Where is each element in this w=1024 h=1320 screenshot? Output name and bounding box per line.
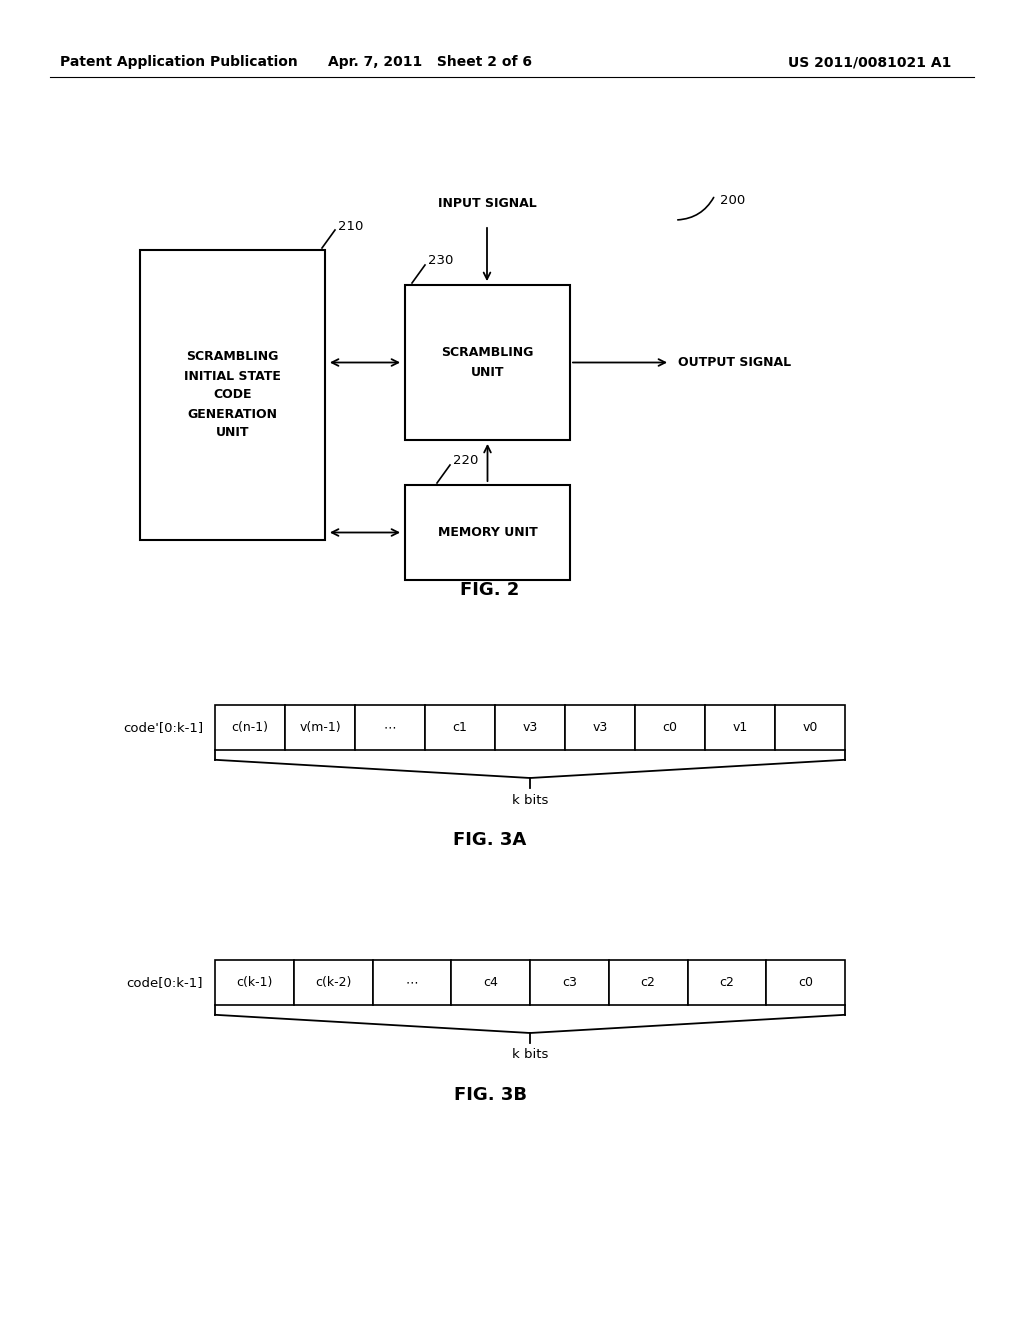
Text: code'[0:k-1]: code'[0:k-1] <box>123 721 203 734</box>
Bar <box>406 484 570 579</box>
Text: FIG. 3B: FIG. 3B <box>454 1086 526 1104</box>
Text: FIG. 2: FIG. 2 <box>461 581 520 599</box>
Text: ⋯: ⋯ <box>384 721 396 734</box>
Text: 230: 230 <box>428 255 454 268</box>
Text: INPUT SIGNAL: INPUT SIGNAL <box>437 197 537 210</box>
Text: c(k-2): c(k-2) <box>315 975 351 989</box>
Text: c1: c1 <box>453 721 467 734</box>
Bar <box>635 705 705 750</box>
Bar <box>608 960 687 1005</box>
Bar <box>425 705 495 750</box>
Bar <box>687 960 766 1005</box>
Text: c4: c4 <box>483 975 498 989</box>
Text: OUTPUT SIGNAL: OUTPUT SIGNAL <box>678 356 792 370</box>
Text: v3: v3 <box>592 721 607 734</box>
Text: c0: c0 <box>663 721 678 734</box>
Bar <box>355 705 425 750</box>
Text: v1: v1 <box>732 721 748 734</box>
Text: v(m-1): v(m-1) <box>299 721 341 734</box>
Text: SCRAMBLING
UNIT: SCRAMBLING UNIT <box>441 346 534 379</box>
Text: US 2011/0081021 A1: US 2011/0081021 A1 <box>788 55 951 69</box>
Text: c(k-1): c(k-1) <box>237 975 272 989</box>
Bar <box>565 705 635 750</box>
Bar <box>530 960 608 1005</box>
Bar <box>140 249 325 540</box>
Bar <box>452 960 530 1005</box>
Text: 200: 200 <box>720 194 745 206</box>
Text: v0: v0 <box>803 721 818 734</box>
Text: c2: c2 <box>720 975 734 989</box>
Text: FIG. 3A: FIG. 3A <box>454 832 526 849</box>
Bar <box>373 960 452 1005</box>
Text: c3: c3 <box>562 975 577 989</box>
Text: MEMORY UNIT: MEMORY UNIT <box>437 525 538 539</box>
Bar <box>215 960 294 1005</box>
Bar <box>495 705 565 750</box>
Bar <box>766 960 845 1005</box>
Text: Patent Application Publication: Patent Application Publication <box>60 55 298 69</box>
Bar <box>294 960 373 1005</box>
Text: c(n-1): c(n-1) <box>231 721 268 734</box>
Text: k bits: k bits <box>512 1048 548 1061</box>
Text: k bits: k bits <box>512 793 548 807</box>
Text: c0: c0 <box>798 975 813 989</box>
Text: code[0:k-1]: code[0:k-1] <box>127 975 203 989</box>
Text: v3: v3 <box>522 721 538 734</box>
Bar <box>215 705 285 750</box>
Bar <box>285 705 355 750</box>
Text: Apr. 7, 2011   Sheet 2 of 6: Apr. 7, 2011 Sheet 2 of 6 <box>328 55 532 69</box>
Text: ⋯: ⋯ <box>406 975 418 989</box>
Text: SCRAMBLING
INITIAL STATE
CODE
GENERATION
UNIT: SCRAMBLING INITIAL STATE CODE GENERATION… <box>184 351 281 440</box>
Bar <box>775 705 845 750</box>
Text: 220: 220 <box>453 454 478 467</box>
Text: c2: c2 <box>641 975 655 989</box>
Text: 210: 210 <box>338 219 364 232</box>
Bar <box>705 705 775 750</box>
Bar <box>406 285 570 440</box>
